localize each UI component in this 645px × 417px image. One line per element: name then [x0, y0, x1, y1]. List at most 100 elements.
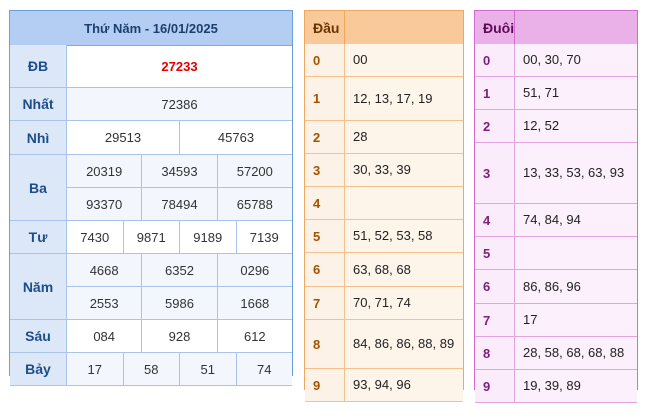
head-row: 3 30, 33, 39 [305, 154, 463, 187]
prize-name: Bảy [10, 353, 67, 385]
special-prize-number: 27233 [161, 58, 198, 74]
prize-value-row: 2553 5986 1668 [67, 286, 292, 319]
prize-row: Năm 4668 6352 0296 2553 5986 1668 [10, 254, 292, 320]
tail-values: 74, 84, 94 [515, 204, 637, 236]
head-values: 00 [345, 44, 463, 76]
prize-values: 4668 6352 0296 2553 5986 1668 [67, 254, 292, 319]
prize-name: Tư [10, 221, 67, 253]
head-digit: 1 [305, 77, 345, 120]
prize-number: 34593 [141, 155, 216, 187]
tail-header-blank [515, 11, 637, 44]
prize-row: ĐB 27233 [10, 45, 292, 88]
tail-row: 9 19, 39, 89 [475, 370, 637, 403]
tail-row: 5 [475, 237, 637, 270]
tail-row: 3 13, 33, 53, 63, 93 [475, 143, 637, 204]
prize-number: 57200 [216, 155, 292, 187]
prize-value-row: 4668 6352 0296 [67, 254, 292, 286]
tail-row: 0 00, 30, 70 [475, 44, 637, 77]
head-values: 51, 52, 53, 58 [345, 220, 463, 252]
head-values: 12, 13, 17, 19 [345, 77, 463, 120]
prize-name: Ba [10, 155, 67, 220]
prize-values: 27233 [67, 45, 292, 87]
prize-number: 7430 [80, 229, 110, 245]
prize-number: 9871 [122, 221, 180, 253]
prize-value-row: 29513 45763 [67, 121, 292, 154]
prize-value-row: 72386 [67, 88, 292, 120]
tail-row: 7 17 [475, 304, 637, 337]
head-header-label: Đầu [305, 11, 345, 44]
tail-row: 4 74, 84, 94 [475, 204, 637, 237]
prize-row: Nhất 72386 [10, 88, 292, 121]
prize-row: Nhì 29513 45763 [10, 121, 292, 155]
tail-digit: 0 [475, 44, 515, 76]
prize-number: 5986 [141, 287, 216, 319]
tail-values: 19, 39, 89 [515, 370, 637, 402]
head-values: 84, 86, 86, 88, 89 [345, 320, 463, 368]
head-values: 93, 94, 96 [345, 369, 463, 401]
prize-number: 4668 [89, 262, 119, 278]
head-row: 2 28 [305, 121, 463, 154]
head-row: 5 51, 52, 53, 58 [305, 220, 463, 253]
tail-values: 28, 58, 68, 68, 88 [515, 337, 637, 369]
head-digit: 4 [305, 187, 345, 219]
head-row: 4 [305, 187, 463, 220]
prize-number: 58 [122, 353, 180, 385]
tail-header-label: Đuôi [475, 11, 515, 44]
prize-number: 9189 [179, 221, 236, 253]
tail-digit: 4 [475, 204, 515, 236]
tail-digit: 1 [475, 77, 515, 109]
head-digit: 5 [305, 220, 345, 252]
head-row: 1 12, 13, 17, 19 [305, 77, 463, 121]
prize-name: ĐB [10, 45, 67, 87]
head-digit-table: Đầu 0 00 1 12, 13, 17, 19 2 28 3 30, 33, 39 4 5 51… [304, 10, 464, 402]
head-values: 28 [345, 121, 463, 153]
prize-value-row: 27233 [67, 45, 292, 87]
tail-row: 6 86, 86, 96 [475, 270, 637, 304]
prize-value-row: 084 928 612 [67, 320, 292, 352]
head-digit: 6 [305, 253, 345, 286]
tail-values: 51, 71 [515, 77, 637, 109]
tail-digit: 7 [475, 304, 515, 336]
prize-number: 6352 [141, 254, 216, 286]
prize-number: 29513 [104, 130, 142, 145]
head-values: 63, 68, 68 [345, 253, 463, 286]
prize-number: 7139 [235, 221, 293, 253]
tail-values: 13, 33, 53, 63, 93 [515, 143, 637, 203]
prize-name: Năm [10, 254, 67, 319]
prize-name: Sáu [10, 320, 67, 352]
tail-digit: 6 [475, 270, 515, 303]
tail-digit: 8 [475, 337, 515, 369]
tail-row: 1 51, 71 [475, 77, 637, 110]
head-values: 30, 33, 39 [345, 154, 463, 186]
prize-number: 74 [235, 353, 293, 385]
prize-number: 17 [87, 361, 102, 377]
prize-number: 2553 [89, 295, 119, 311]
tail-values: 00, 30, 70 [515, 44, 637, 76]
prize-row: Sáu 084 928 612 [10, 320, 292, 353]
head-digit: 7 [305, 287, 345, 319]
prize-value-row: 93370 78494 65788 [67, 187, 292, 220]
head-digit: 0 [305, 44, 345, 76]
prize-name: Nhì [10, 121, 67, 154]
head-digit: 2 [305, 121, 345, 153]
tail-digit: 2 [475, 110, 515, 142]
head-digit: 9 [305, 369, 345, 401]
head-row: 9 93, 94, 96 [305, 369, 463, 402]
prize-number: 51 [179, 353, 236, 385]
prize-number: 0296 [216, 254, 292, 286]
tail-digit-table: Đuôi 0 00, 30, 70 1 51, 71 2 12, 52 3 13, 33, 5… [474, 10, 638, 403]
tail-digit: 3 [475, 143, 515, 203]
prize-values: 29513 45763 [67, 121, 292, 154]
results-title: Thứ Năm - 16/01/2025 [10, 11, 292, 46]
prize-value-row: 7430 9871 9189 7139 [67, 221, 292, 253]
prize-number: 93370 [86, 196, 123, 212]
tail-row: 8 28, 58, 68, 68, 88 [475, 337, 637, 370]
prize-number: 928 [141, 320, 216, 352]
head-row: 7 70, 71, 74 [305, 287, 463, 320]
prize-number: 65788 [216, 188, 292, 220]
prize-name: Nhất [10, 88, 67, 120]
prize-number: 45763 [179, 121, 292, 154]
tail-values: 17 [515, 304, 637, 336]
tail-values: 86, 86, 96 [515, 270, 637, 303]
head-header-blank [345, 11, 463, 44]
